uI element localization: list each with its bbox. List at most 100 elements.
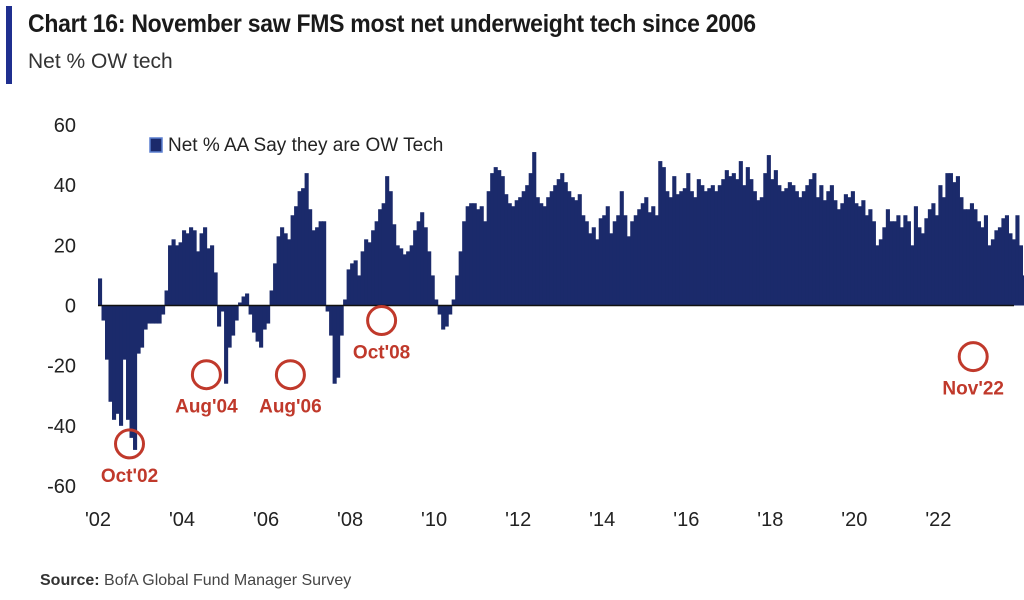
bar bbox=[703, 191, 708, 306]
bar bbox=[367, 242, 372, 306]
bar bbox=[927, 209, 932, 306]
bar bbox=[378, 209, 383, 306]
bar bbox=[854, 203, 859, 306]
bar bbox=[626, 236, 631, 306]
bar bbox=[189, 227, 194, 306]
bar bbox=[780, 191, 785, 306]
bar bbox=[283, 233, 288, 306]
bar bbox=[497, 170, 502, 306]
bar bbox=[252, 305, 257, 333]
bar bbox=[108, 305, 113, 402]
bar bbox=[234, 305, 239, 321]
bar bbox=[395, 245, 400, 306]
bar bbox=[693, 197, 698, 306]
x-tick-label: '06 bbox=[253, 509, 279, 531]
bar bbox=[227, 305, 232, 348]
bar bbox=[1001, 218, 1006, 306]
bar bbox=[612, 221, 617, 306]
bar bbox=[402, 254, 407, 306]
bar bbox=[507, 203, 512, 306]
annotation-label: Oct'08 bbox=[353, 343, 410, 364]
bar bbox=[815, 197, 820, 306]
bar bbox=[640, 203, 645, 306]
bar bbox=[983, 215, 988, 306]
bar bbox=[675, 194, 680, 306]
bar bbox=[112, 305, 117, 420]
bar bbox=[766, 155, 771, 306]
bar bbox=[948, 173, 953, 306]
bar bbox=[416, 221, 421, 306]
bar bbox=[126, 305, 131, 420]
y-tick-label: 20 bbox=[54, 235, 76, 257]
bar bbox=[602, 215, 607, 306]
bar bbox=[952, 182, 957, 306]
bar bbox=[945, 173, 950, 306]
bar bbox=[381, 203, 386, 306]
bar bbox=[752, 191, 757, 306]
bar bbox=[654, 215, 659, 306]
bar bbox=[385, 176, 390, 306]
title-accent-bar bbox=[6, 6, 12, 84]
bar bbox=[472, 203, 477, 306]
bar bbox=[518, 197, 523, 306]
chart-subtitle: Net % OW tech bbox=[28, 50, 173, 73]
bar bbox=[875, 245, 880, 306]
bar bbox=[843, 194, 848, 306]
bar bbox=[409, 245, 414, 306]
bar bbox=[542, 206, 547, 306]
bar bbox=[665, 191, 670, 306]
bar bbox=[413, 230, 418, 306]
bar bbox=[290, 215, 295, 306]
bar bbox=[913, 206, 918, 306]
bar bbox=[514, 200, 519, 306]
bar bbox=[374, 221, 379, 306]
bar bbox=[192, 230, 197, 306]
bar bbox=[199, 233, 204, 306]
bar bbox=[346, 269, 351, 306]
y-tick-label: -20 bbox=[47, 356, 76, 378]
bar bbox=[689, 191, 694, 306]
bar bbox=[161, 305, 166, 315]
bar bbox=[357, 275, 362, 306]
x-tick-label: '02 bbox=[85, 509, 111, 531]
bar bbox=[633, 215, 638, 306]
bar bbox=[997, 227, 1002, 306]
bar bbox=[920, 233, 925, 306]
bar bbox=[885, 209, 890, 306]
bar bbox=[574, 200, 579, 306]
x-tick-label: '12 bbox=[505, 509, 531, 531]
bar bbox=[934, 215, 939, 306]
bar bbox=[973, 209, 978, 306]
bar bbox=[444, 305, 449, 327]
source-text: BofA Global Fund Manager Survey bbox=[104, 572, 352, 589]
bar bbox=[339, 305, 344, 336]
bar bbox=[714, 191, 719, 306]
bar bbox=[707, 188, 712, 306]
bar bbox=[619, 191, 624, 306]
bar bbox=[122, 305, 127, 360]
bar bbox=[455, 275, 460, 306]
bar bbox=[588, 233, 593, 306]
bar bbox=[868, 209, 873, 306]
bar bbox=[241, 296, 246, 306]
bar bbox=[679, 191, 684, 306]
bar bbox=[686, 173, 691, 306]
bar bbox=[710, 185, 715, 306]
bar bbox=[700, 185, 705, 306]
bar bbox=[794, 191, 799, 306]
bar bbox=[437, 305, 442, 315]
bar bbox=[969, 203, 974, 306]
bar bbox=[273, 263, 278, 306]
bar bbox=[850, 191, 855, 306]
bar bbox=[528, 173, 533, 306]
bar bbox=[525, 185, 530, 306]
bar bbox=[511, 206, 516, 306]
bar bbox=[294, 206, 299, 306]
bar bbox=[430, 275, 435, 306]
bar bbox=[164, 290, 169, 306]
bar bbox=[889, 221, 894, 306]
bar bbox=[150, 305, 155, 324]
bar bbox=[861, 200, 866, 306]
bar bbox=[462, 221, 467, 306]
